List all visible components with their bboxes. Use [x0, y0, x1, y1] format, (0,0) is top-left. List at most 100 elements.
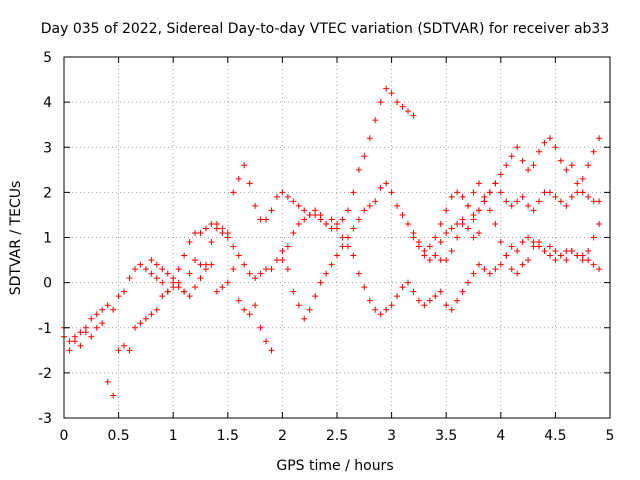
data-point: [486, 270, 493, 277]
data-point: [142, 315, 149, 322]
data-point: [230, 266, 237, 273]
data-point: [585, 193, 592, 200]
y-tick-label: 0: [43, 276, 52, 292]
data-point: [552, 193, 559, 200]
data-point: [257, 216, 264, 223]
data-point: [268, 347, 275, 354]
data-point: [421, 302, 428, 309]
data-point: [159, 293, 166, 300]
data-point: [383, 306, 390, 313]
data-point: [470, 216, 477, 223]
data-point: [508, 266, 515, 273]
data-point: [459, 288, 466, 295]
data-point: [536, 239, 543, 246]
data-point: [317, 211, 324, 218]
data-point: [519, 193, 526, 200]
data-point: [175, 266, 182, 273]
data-point: [131, 324, 138, 331]
data-point: [399, 211, 406, 218]
data-point: [519, 239, 526, 246]
data-point: [426, 257, 433, 264]
data-point: [454, 220, 461, 227]
data-point: [399, 284, 406, 291]
data-point: [252, 302, 259, 309]
data-point: [115, 347, 122, 354]
data-point: [410, 112, 417, 119]
y-axis-title: SDTVAR / TECUs: [8, 181, 24, 296]
data-point: [486, 189, 493, 196]
data-point: [552, 144, 559, 151]
data-point: [443, 207, 450, 214]
data-point: [263, 216, 270, 223]
data-point: [153, 275, 160, 282]
data-point: [437, 220, 444, 227]
data-point: [525, 202, 532, 209]
data-point: [557, 157, 564, 164]
data-point: [219, 284, 226, 291]
data-point: [252, 202, 259, 209]
data-point: [454, 297, 461, 304]
data-point: [377, 311, 384, 318]
data-point: [279, 189, 286, 196]
data-point: [552, 248, 559, 255]
data-point: [268, 266, 275, 273]
data-point: [574, 189, 581, 196]
data-point: [350, 189, 357, 196]
data-point: [104, 302, 111, 309]
data-point: [181, 252, 188, 259]
data-point: [443, 229, 450, 236]
data-point: [241, 306, 248, 313]
data-point: [273, 193, 280, 200]
data-point: [317, 279, 324, 286]
data-point: [279, 248, 286, 255]
series-6: [432, 180, 603, 277]
data-point: [568, 248, 575, 255]
data-point: [344, 207, 351, 214]
chart-title: Day 035 of 2022, Sidereal Day-to-day VTE…: [41, 21, 610, 37]
data-point: [246, 180, 253, 187]
data-point: [475, 229, 482, 236]
data-point: [546, 135, 553, 142]
data-point: [159, 266, 166, 273]
data-point: [470, 270, 477, 277]
data-point: [563, 257, 570, 264]
data-point: [328, 261, 335, 268]
y-tick-label: 2: [43, 185, 52, 201]
data-point: [323, 220, 330, 227]
data-point: [421, 248, 428, 255]
series-5: [410, 135, 603, 255]
data-point: [279, 257, 286, 264]
data-point: [448, 225, 455, 232]
data-point: [131, 266, 138, 273]
data-point: [377, 99, 384, 106]
data-point: [148, 257, 155, 264]
data-point: [142, 266, 149, 273]
data-point: [552, 257, 559, 264]
data-point: [579, 175, 586, 182]
data-point: [284, 266, 291, 273]
data-point: [126, 347, 133, 354]
data-point: [426, 297, 433, 304]
data-point: [492, 266, 499, 273]
x-tick-label: 3.5: [435, 428, 457, 444]
data-point: [257, 324, 264, 331]
data-point: [197, 261, 204, 268]
data-point: [328, 225, 335, 232]
data-point: [252, 275, 259, 282]
data-point: [246, 311, 253, 318]
gridlines: [64, 57, 610, 418]
data-point: [372, 117, 379, 124]
data-point: [541, 189, 548, 196]
data-point: [508, 202, 515, 209]
data-point: [536, 148, 543, 155]
data-point: [497, 261, 504, 268]
data-point: [99, 306, 106, 313]
data-point: [339, 234, 346, 241]
data-point: [344, 234, 351, 241]
data-point: [546, 189, 553, 196]
data-point: [290, 198, 297, 205]
data-point: [208, 220, 215, 227]
data-point: [492, 220, 499, 227]
data-point: [525, 257, 532, 264]
data-point: [137, 261, 144, 268]
